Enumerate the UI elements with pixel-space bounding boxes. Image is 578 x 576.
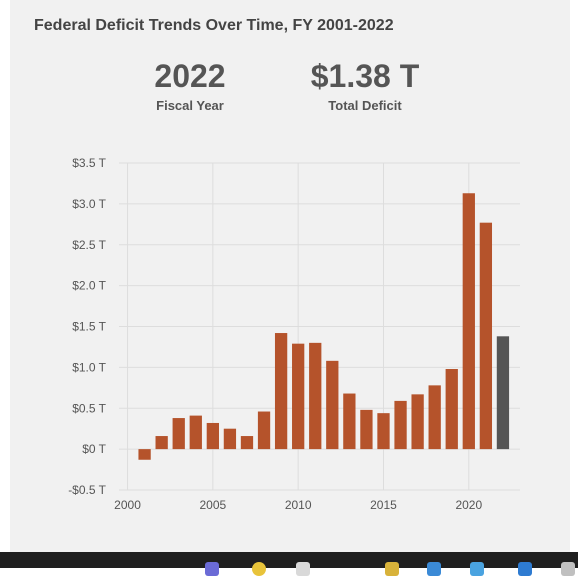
x-tick-label: 2000 — [114, 498, 141, 512]
bar-2005 — [206, 422, 219, 450]
bar-2009 — [274, 333, 288, 450]
y-tick-label: $0 T — [82, 442, 106, 456]
bar-2012 — [326, 360, 339, 450]
bar-2018 — [428, 385, 441, 450]
chart-title: Federal Deficit Trends Over Time, FY 200… — [34, 17, 394, 34]
y-tick-label: $2.5 T — [72, 238, 106, 252]
y-tick-label: $3.5 T — [72, 156, 106, 170]
x-tick-label: 2015 — [370, 498, 397, 512]
y-tick-label: $0.5 T — [72, 401, 106, 415]
bar-2011 — [309, 342, 322, 450]
y-tick-label: $3.0 T — [72, 197, 106, 211]
app-icon[interactable] — [205, 562, 219, 576]
fiscal-year-stat: 2022 Fiscal Year — [140, 58, 240, 113]
bar-2004 — [189, 415, 202, 450]
app-icon[interactable] — [470, 562, 484, 576]
app-icon[interactable] — [385, 562, 399, 576]
bar-2002 — [155, 436, 168, 450]
x-tick-label: 2010 — [285, 498, 312, 512]
bar-2013 — [343, 393, 356, 450]
y-tick-label: $2.0 T — [72, 279, 106, 293]
bar-2008 — [257, 411, 271, 450]
bar-2020 — [462, 193, 475, 450]
app-icon[interactable] — [296, 562, 310, 576]
bar-2021 — [479, 222, 493, 450]
fiscal-year-value: 2022 — [154, 58, 226, 94]
taskbar — [0, 552, 578, 576]
deficit-bar-chart: -$0.5 T $0 T $0.5 T $1.0 T $1.5 T $2.0 T $2.5 … — [68, 156, 520, 512]
app-icon[interactable] — [561, 562, 575, 576]
bar-2010 — [292, 343, 305, 450]
y-tick-label: -$0.5 T — [68, 483, 106, 497]
bar-2019 — [445, 369, 458, 450]
bar-2001 — [138, 449, 151, 460]
app-icon[interactable] — [427, 562, 441, 576]
bar-2016 — [394, 400, 407, 450]
bar-2003 — [172, 418, 185, 450]
app-icon[interactable] — [252, 562, 266, 576]
x-tick-label: 2005 — [199, 498, 226, 512]
y-tick-label: $1.0 T — [72, 360, 106, 374]
fiscal-year-label: Fiscal Year — [156, 98, 224, 113]
bar-2014 — [360, 409, 373, 450]
y-tick-label: $1.5 T — [72, 320, 106, 334]
chart-card: Federal Deficit Trends Over Time, FY 200… — [10, 0, 570, 552]
x-tick-label: 2020 — [455, 498, 482, 512]
bar-2015 — [377, 413, 390, 450]
bar-2007 — [240, 436, 254, 450]
app-icon[interactable] — [518, 562, 532, 576]
bar-2017 — [411, 394, 424, 450]
bar-2006 — [223, 428, 237, 450]
total-deficit-value: $1.38 T — [310, 58, 420, 94]
bar-2022 — [496, 336, 510, 450]
total-deficit-stat: $1.38 T Total Deficit — [290, 58, 440, 113]
total-deficit-label: Total Deficit — [328, 98, 402, 113]
